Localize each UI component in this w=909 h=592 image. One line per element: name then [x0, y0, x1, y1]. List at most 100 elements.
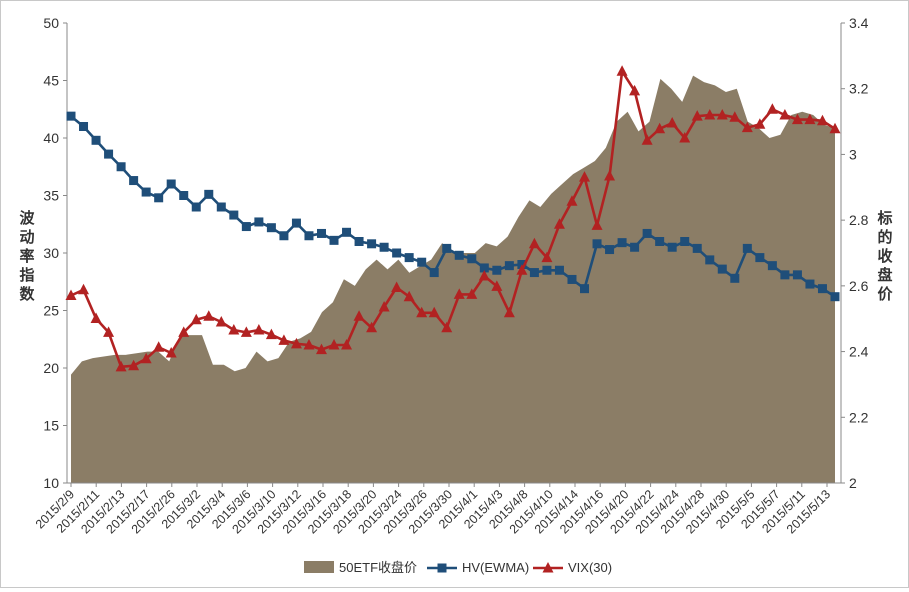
hv-point	[154, 193, 164, 203]
hv-point	[367, 239, 377, 249]
left-tick-label: 45	[43, 73, 59, 89]
vix-point	[641, 134, 653, 145]
hv-point	[492, 265, 502, 275]
vix-point	[604, 169, 616, 181]
hv-point	[291, 218, 301, 228]
right-tick-label: 2.2	[849, 409, 869, 425]
right-tick-label: 3.4	[849, 15, 869, 31]
vix-point	[528, 237, 540, 249]
hv-point	[329, 235, 339, 245]
vix-point	[228, 324, 240, 335]
hv-point	[742, 243, 752, 253]
vix-point	[140, 352, 152, 364]
vix-point	[303, 339, 315, 350]
vix-point	[829, 122, 841, 134]
left-tick-label: 35	[43, 188, 59, 204]
right-axis-title-char: 收	[877, 247, 892, 265]
hv-point	[379, 242, 389, 252]
vix-point	[240, 326, 252, 337]
etf-price-area	[71, 75, 835, 483]
vix-point	[616, 65, 628, 76]
left-tick-label: 40	[43, 130, 59, 146]
hv-point	[592, 239, 602, 249]
hv-point	[66, 111, 76, 121]
left-axis-title-char: 指	[19, 266, 34, 284]
hv-point	[767, 261, 777, 271]
vix-point	[779, 109, 791, 120]
left-tick-label: 20	[43, 360, 59, 376]
left-tick-label: 10	[43, 475, 59, 491]
vix-point	[115, 360, 127, 372]
vix-point	[579, 171, 591, 182]
hv-point	[705, 255, 715, 265]
vix-point	[103, 326, 115, 337]
hv-point	[304, 231, 314, 241]
hv-point	[817, 284, 827, 294]
hv-series-layer	[66, 111, 840, 302]
hv-point	[116, 162, 126, 172]
vix-point	[441, 321, 453, 333]
legend: 50ETF收盘价 HV(EWMA) VIX(30)	[304, 560, 612, 575]
vix-series-layer	[65, 65, 841, 372]
vix-point	[729, 111, 741, 122]
legend-marker-hv	[437, 563, 447, 573]
hv-point	[266, 223, 276, 233]
right-axis-title-char: 标	[876, 209, 892, 227]
vix-point	[153, 341, 165, 352]
right-tick-label: 2	[849, 475, 857, 491]
hv-point	[429, 268, 439, 278]
vix-point	[629, 84, 641, 96]
hv-point	[442, 243, 452, 253]
vix-point	[428, 306, 440, 318]
vix-point	[791, 113, 803, 125]
vix-point	[90, 312, 102, 324]
right-tick-label: 3.2	[849, 81, 869, 97]
vix-point	[691, 110, 703, 121]
vix-point	[215, 316, 227, 327]
legend-label-etf: 50ETF收盘价	[339, 560, 417, 575]
vix-point	[666, 117, 678, 128]
hv-point	[79, 122, 89, 131]
hv-point	[454, 250, 464, 260]
legend-marker-vix	[542, 562, 554, 573]
hv-point	[730, 273, 740, 283]
hv-point	[554, 265, 564, 275]
hv-point	[479, 263, 489, 273]
hv-point	[129, 176, 139, 186]
hv-point	[692, 243, 702, 253]
vix-point	[591, 219, 603, 230]
hv-point	[354, 237, 364, 246]
vix-point	[654, 122, 666, 134]
hv-point	[605, 245, 615, 255]
right-tick-label: 2.4	[849, 344, 869, 360]
vix-point	[503, 306, 515, 318]
right-axis-title-char: 的	[877, 228, 892, 246]
hv-point	[166, 179, 176, 189]
left-tick-label: 25	[43, 303, 59, 319]
hv-point	[204, 189, 214, 199]
hv-point	[542, 265, 552, 275]
hv-point	[642, 228, 652, 238]
legend-label-vix: VIX(30)	[568, 560, 612, 575]
left-tick-label: 30	[43, 245, 59, 261]
vix-point	[704, 109, 716, 120]
hv-point	[755, 253, 765, 263]
vix-point	[203, 310, 215, 321]
right-axis-title-char: 价	[877, 286, 893, 303]
vix-point	[453, 288, 465, 299]
hv-point	[830, 292, 840, 302]
hv-point	[655, 237, 665, 246]
hv-point	[680, 237, 690, 246]
vix-point	[566, 195, 578, 206]
vix-point	[265, 328, 277, 340]
vix-point	[403, 290, 415, 302]
hv-point	[392, 248, 402, 258]
hv-point	[417, 257, 427, 267]
vix-point	[78, 283, 90, 295]
vix-point	[315, 343, 327, 355]
vix-point	[128, 359, 140, 371]
vix-point	[716, 109, 728, 120]
hv-point	[229, 210, 239, 220]
